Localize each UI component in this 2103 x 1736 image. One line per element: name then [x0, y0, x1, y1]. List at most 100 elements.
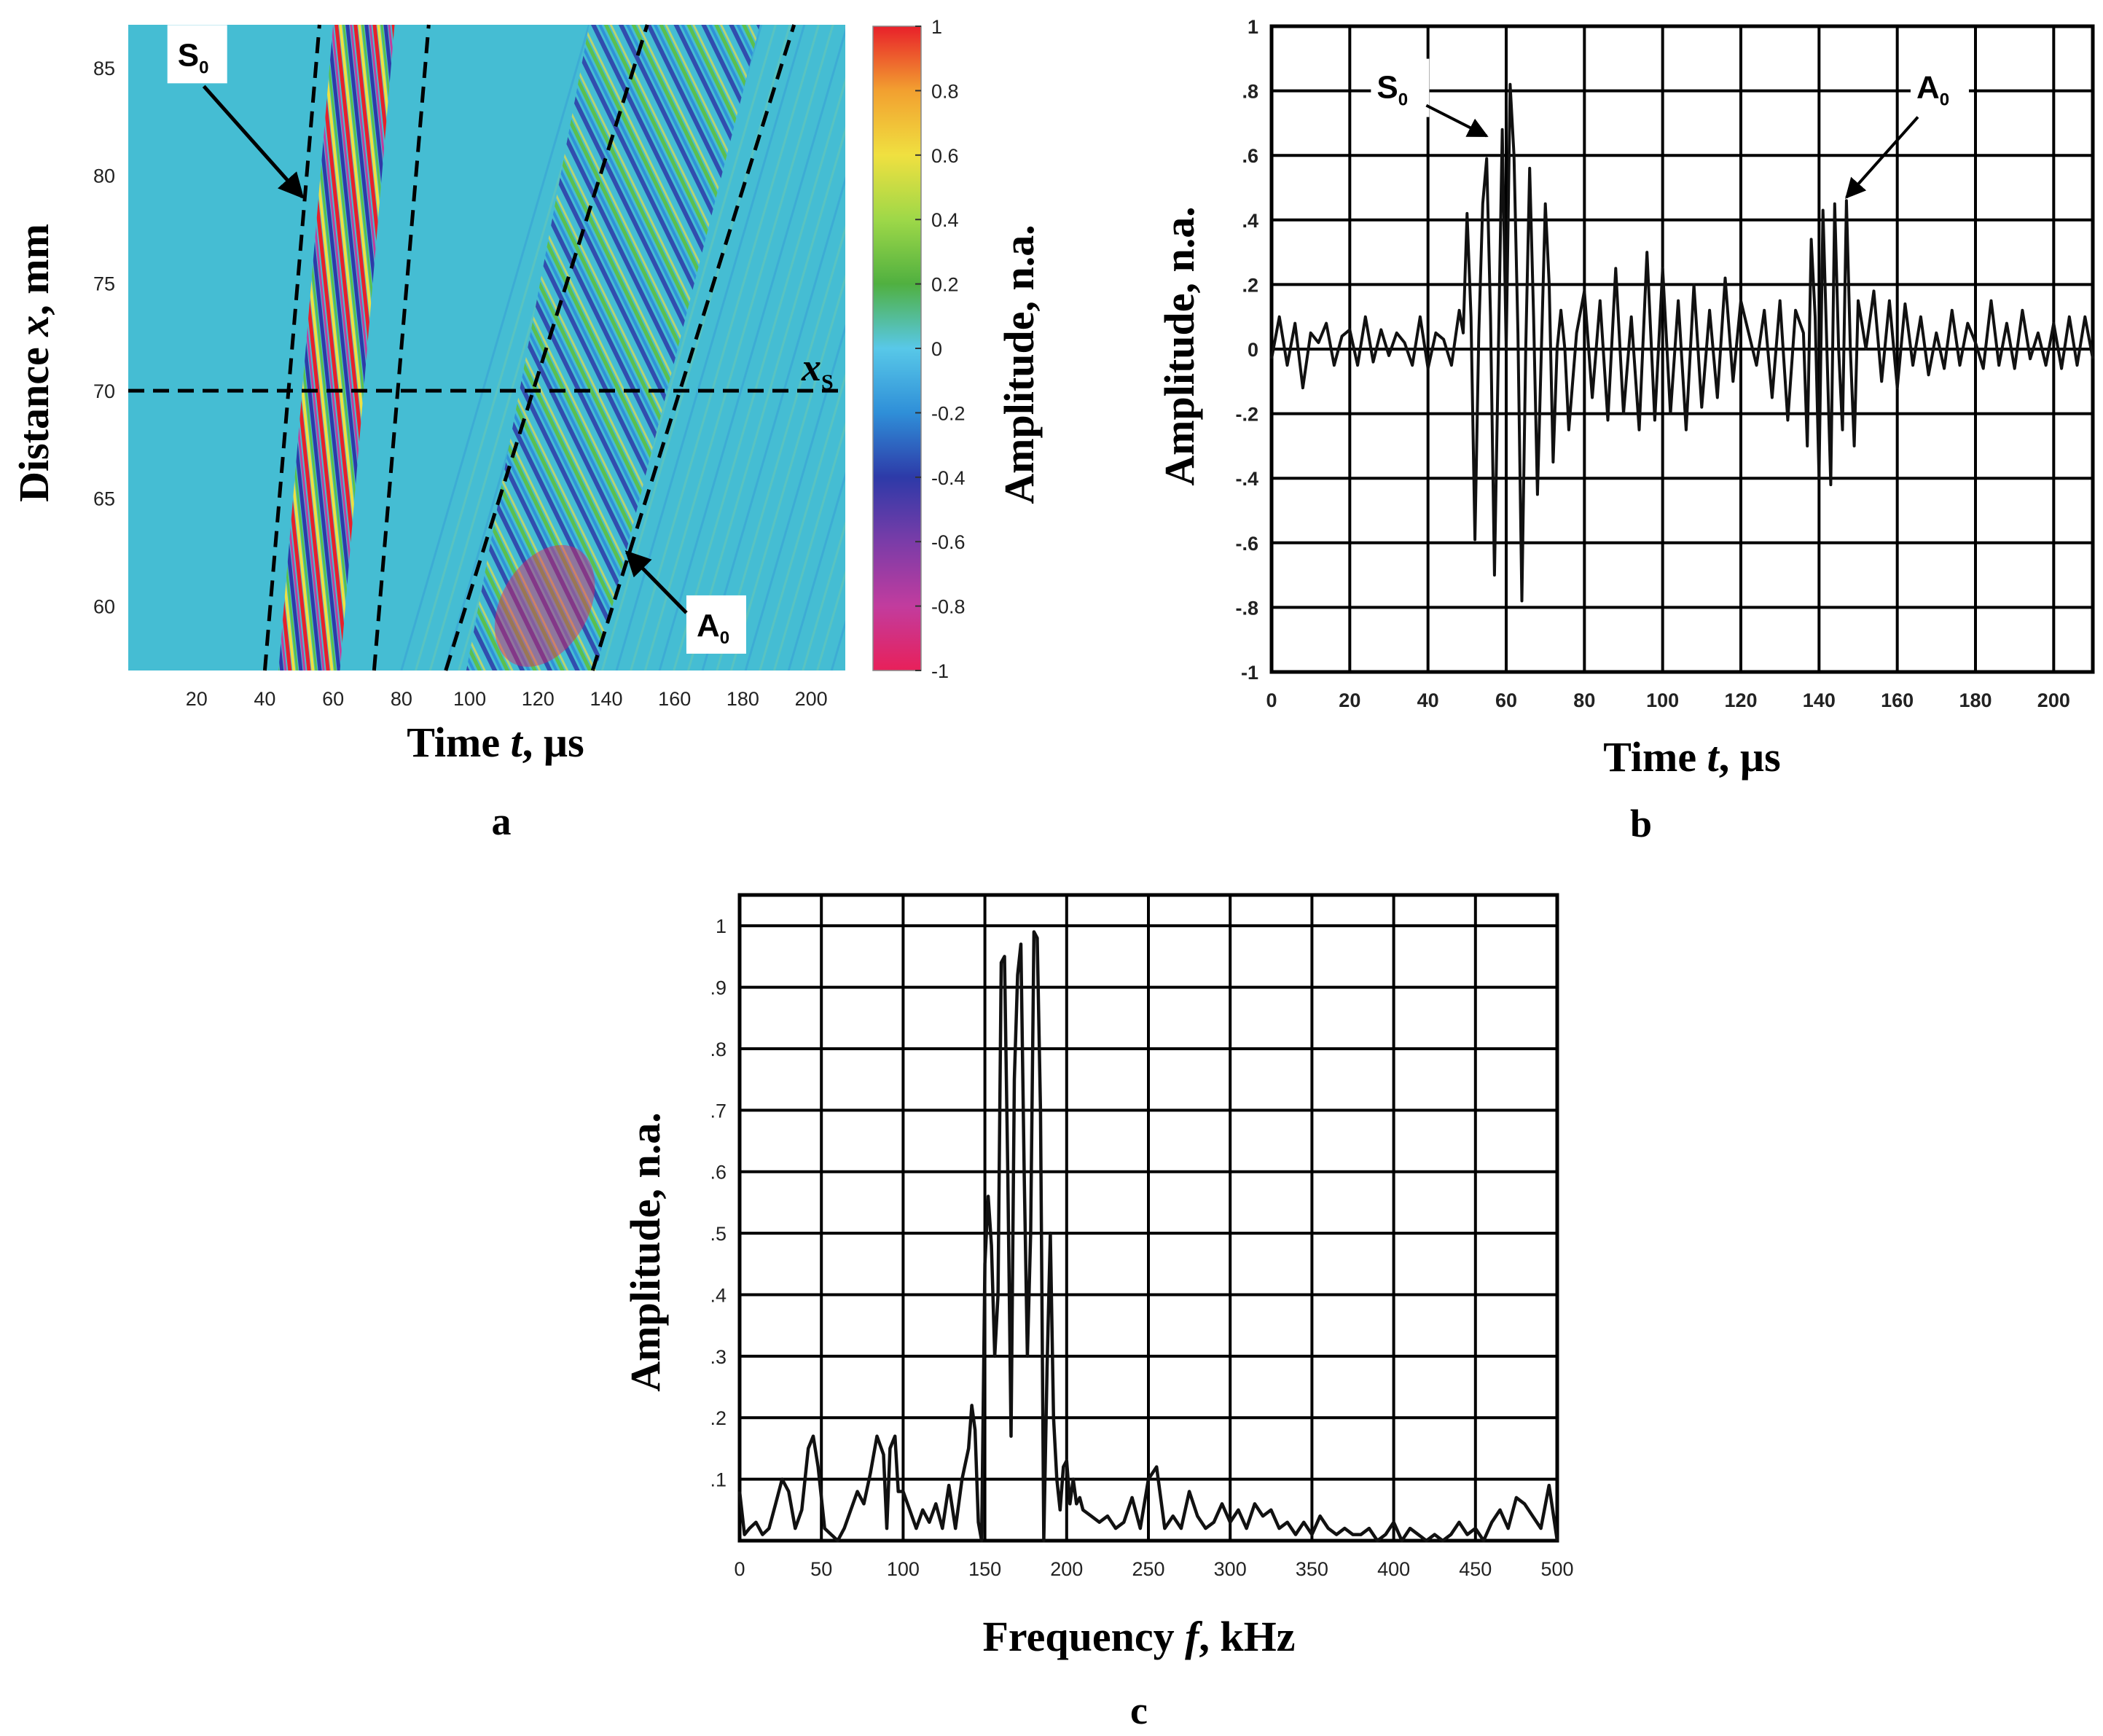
- panel-label-c: c: [1130, 1689, 1148, 1732]
- heatmap-texture-line: [744, 324, 845, 670]
- panel-c-y-tick-label: .7: [710, 1100, 727, 1122]
- annotation-a0: A0: [1916, 70, 1949, 110]
- panel-b-y-tick-label: -.6: [1235, 533, 1258, 555]
- heatmap-texture-line: [1046, 25, 1234, 670]
- panel-c-y-tick-label: .2: [710, 1407, 727, 1429]
- panel-c-y-tick-label: .6: [710, 1162, 727, 1184]
- heatmap-texture-line: [787, 472, 845, 670]
- panel-b-x-tick-label: 160: [1881, 689, 1914, 711]
- heatmap-texture-line: [830, 619, 845, 670]
- annotation-box: [686, 595, 746, 654]
- panel-c-y-tick-label: .4: [710, 1284, 727, 1306]
- panel-c-x-tick-label: 250: [1132, 1558, 1164, 1580]
- colorbar-tick-label: 0.4: [931, 209, 959, 231]
- panel-c-x-label-post: , kHz: [1199, 1613, 1295, 1660]
- colorbar-tick-label: 0.6: [931, 145, 959, 167]
- annotation-s0: S0: [1376, 70, 1408, 110]
- panel-b-y-tick-label: -.8: [1235, 597, 1258, 619]
- a0-wave-band: [466, 25, 760, 670]
- panel-a-x-tick-label: 200: [795, 688, 828, 710]
- panel-b-x-label-pre: Time: [1603, 733, 1707, 781]
- panel-c-x-tick-label: 500: [1540, 1558, 1573, 1580]
- panel-b-y-tick-label: .8: [1242, 81, 1258, 103]
- heatmap-texture-line: [802, 520, 845, 670]
- panel-b-x-ticks: 0 20 40 60 80 100 120 140 160 180 200: [1266, 689, 2069, 711]
- heatmap-texture-line: [716, 224, 845, 670]
- panel-a-x-label-pre: Time: [407, 719, 510, 766]
- panel-a-x-ticks: 20 40 60 80 100 120 140 160 180 200: [186, 688, 828, 710]
- s0-wave-band: [278, 25, 395, 670]
- panel-c-x-tick-label: 50: [810, 1558, 832, 1580]
- colorbar-tick-label: 0.2: [931, 274, 959, 296]
- panel-c-y-label: Amplitude, n.a.: [622, 1112, 669, 1392]
- panel-a-y-label-pre: Distance: [10, 337, 58, 502]
- panel-a-y-tick-label: 70: [93, 380, 115, 402]
- panel-a-y-label-var: x: [10, 316, 58, 337]
- heatmap-texture-line: [687, 126, 845, 670]
- panel-b-x-tick-label: 200: [2037, 689, 2070, 711]
- panel-c-y-tick-label: .3: [710, 1346, 727, 1368]
- heatmap-texture-line: [730, 274, 845, 670]
- panel-a-x-tick-label: 100: [453, 688, 486, 710]
- colorbar: 1 0.8 0.6 0.4 0.2 0 -0.2 -0.4 -0.6 -0.8 -1: [872, 16, 966, 682]
- panel-c-y-tick-label: 1: [716, 915, 727, 937]
- annotation-arrow: [202, 85, 305, 199]
- panel-b-y-tick-label: .2: [1242, 274, 1258, 296]
- colorbar-tick-label: 0.8: [931, 80, 959, 102]
- dashed-boundary-a0-left: [444, 24, 649, 671]
- panel-b-time-signal: 0 20 40 60 80 100 120 140 160 180 200 1 .8 .6 .4 .2 0 -.…: [1156, 16, 2095, 845]
- heatmap-texture-line: [701, 176, 845, 670]
- annotation-subscript: 0: [720, 628, 729, 648]
- heatmap-texture-line: [773, 422, 845, 670]
- annotation-subscript: 0: [1940, 90, 1949, 110]
- heatmap-texture-line: [960, 25, 1148, 670]
- annotation-letter: A: [697, 608, 720, 644]
- annotation-letter: A: [1916, 70, 1940, 106]
- panel-b-x-label: Time t, µs: [1603, 733, 1780, 781]
- panel-a-y-tick-label: 80: [93, 165, 115, 187]
- panel-b-x-label-var: t: [1707, 733, 1720, 781]
- panel-c-spectrum: 0 50 100 150 200 250 300 350 400 450 500 1 .9 .8 .7 .6…: [622, 893, 1574, 1732]
- panel-a-x-label: Time t, µs: [407, 719, 584, 766]
- heatmap-texture-line: [1061, 25, 1249, 670]
- panel-b-y-tick-label: -.2: [1235, 404, 1258, 426]
- colorbar-tick-label: -0.2: [931, 402, 966, 424]
- panel-b-x-label-post: , µs: [1719, 733, 1781, 781]
- panel-c-spectrum-line: [737, 930, 1559, 1543]
- panel-c-y-tick-label: .8: [710, 1039, 727, 1060]
- panel-b-y-ticks: 1 .8 .6 .4 .2 0 -.2 -.4 -.6 -.8 -1: [1235, 16, 1258, 684]
- panel-b-y-tick-label: .4: [1242, 210, 1258, 232]
- annotation-arrow: [1845, 116, 1919, 199]
- panel-b-x-tick-label: 180: [1959, 689, 1992, 711]
- panel-c-x-tick-label: 200: [1050, 1558, 1083, 1580]
- panel-b-y-tick-label: .6: [1242, 145, 1258, 167]
- colorbar-tick-label: 0: [931, 338, 942, 360]
- annotation-letter: S: [178, 37, 199, 73]
- panel-c-x-tick-label: 300: [1214, 1558, 1247, 1580]
- panel-b-y-tick-label: 0: [1248, 339, 1258, 361]
- panel-a-x-label-var: t: [511, 719, 524, 766]
- heatmap-texture-line: [759, 372, 845, 670]
- annotation-a0: A0: [697, 608, 729, 648]
- panel-c-x-ticks: 0 50 100 150 200 250 300 350 400 450 500: [734, 1558, 1573, 1580]
- panel-c-grid: [737, 893, 1559, 1543]
- annotation-box: [167, 25, 227, 84]
- panel-a-x-tick-label: 20: [186, 688, 208, 710]
- heatmap-texture-line: [400, 25, 591, 670]
- panel-c-x-tick-label: 350: [1296, 1558, 1328, 1580]
- panel-b-y-tick-label: 1: [1248, 16, 1258, 38]
- panel-c-y-tick-label: .9: [710, 977, 727, 999]
- panel-a-x-tick-label: 180: [727, 688, 759, 710]
- panel-a-x-tick-label: 80: [391, 688, 412, 710]
- panel-a-x-tick-label: 60: [322, 688, 344, 710]
- panel-b-y-label: Amplitude, n.a.: [1156, 206, 1203, 486]
- panel-a-x-tick-label: 160: [658, 688, 691, 710]
- panel-a-x-tick-label: 40: [254, 688, 275, 710]
- xs-label-main: x: [801, 345, 821, 389]
- annotation-box: [1910, 58, 1969, 117]
- panel-a-y-label: Distance x, mm: [10, 224, 58, 502]
- panel-a-x-tick-label: 120: [522, 688, 555, 710]
- panel-b-y-tick-label: -1: [1241, 662, 1258, 684]
- panel-a-y-label-post: , mm: [10, 224, 58, 316]
